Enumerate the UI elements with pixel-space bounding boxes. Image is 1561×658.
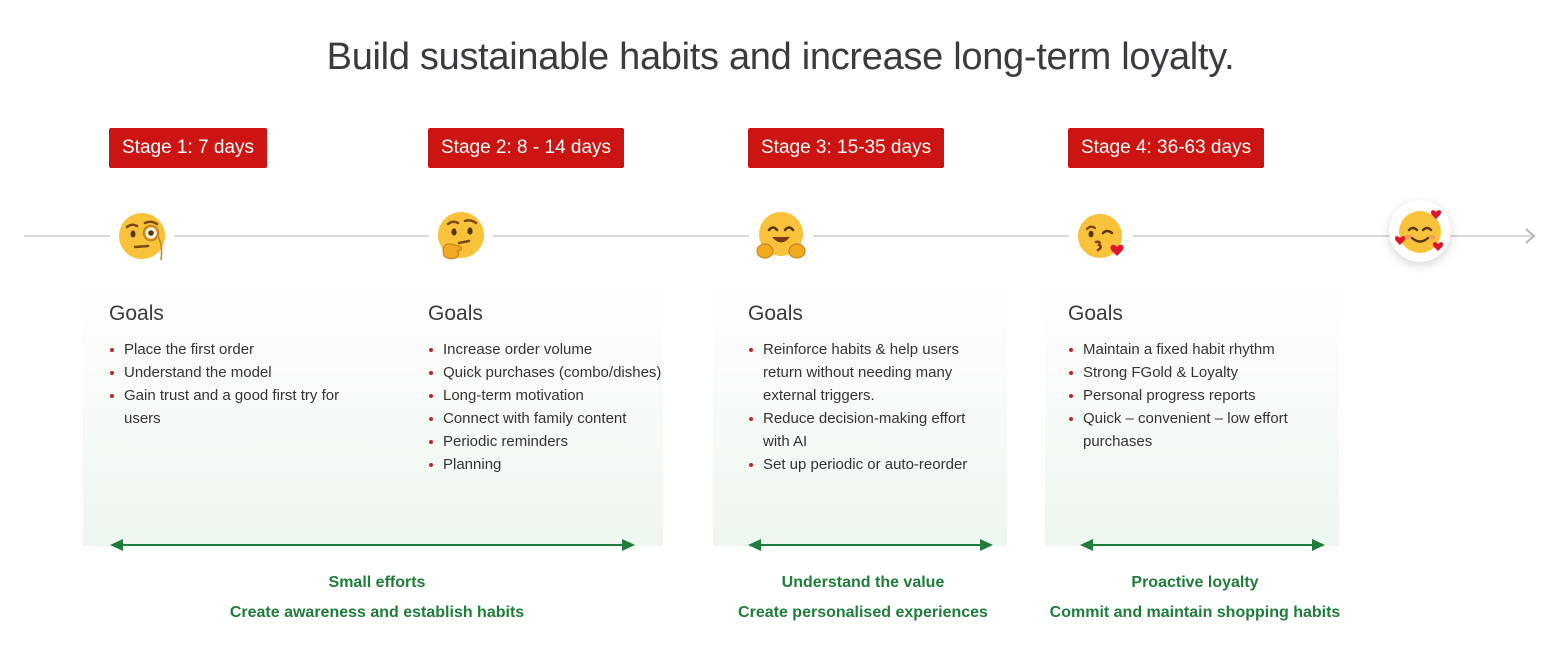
phase-1-range-arrow <box>110 537 635 553</box>
phase-3-subcaption: Commit and maintain shopping habits <box>1049 604 1341 621</box>
goal-item: Understand the model <box>109 361 349 384</box>
goal-item: Maintain a fixed habit rhythm <box>1068 338 1293 361</box>
stage-3-badge: Stage 3: 15-35 days <box>748 128 945 168</box>
phase-2-range-arrow <box>748 537 993 553</box>
smiling-face-with-hearts-icon <box>1389 200 1451 262</box>
goal-item: Planning <box>428 453 708 476</box>
goal-item: Gain trust and a good first try for user… <box>109 384 349 430</box>
stage-3-panel <box>713 276 1007 546</box>
goal-item: Quick – convenient – low effort purchase… <box>1068 407 1293 453</box>
phase-1-caption: Small efforts <box>328 574 426 591</box>
goal-item: Reinforce habits & help users return wit… <box>748 338 988 407</box>
goals-heading: Goals <box>109 302 164 325</box>
goal-item: Periodic reminders <box>428 430 708 453</box>
thinking-face-icon <box>429 206 493 266</box>
face-with-monocle-icon <box>110 206 174 266</box>
goals-heading: Goals <box>428 302 483 325</box>
goal-item: Personal progress reports <box>1068 384 1293 407</box>
goals-heading: Goals <box>748 302 803 325</box>
phase-3-range-arrow <box>1080 537 1325 553</box>
stage-2-badge: Stage 2: 8 - 14 days <box>428 128 625 168</box>
stage-3-goals: Goals Reinforce habits & help users retu… <box>748 302 993 476</box>
goal-item: Set up periodic or auto-reorder <box>748 453 988 476</box>
page-title: Build sustainable habits and increase lo… <box>326 36 1235 78</box>
goal-item: Connect with family content <box>428 407 708 430</box>
phase-2-subcaption: Create personalised experiences <box>738 604 988 621</box>
stage-1-2-panel <box>83 276 663 546</box>
phase-3-caption: Proactive loyalty <box>1131 574 1259 591</box>
phase-1-subcaption: Create awareness and establish habits <box>229 604 525 621</box>
hugging-face-icon <box>749 206 813 266</box>
stage-4-panel <box>1045 276 1339 546</box>
stage-4-goals: Goals Maintain a fixed habit rhythm Stro… <box>1068 302 1313 453</box>
goal-item: Reduce decision-making effort with AI <box>748 407 988 453</box>
goal-item: Long-term motivation <box>428 384 708 407</box>
phase-2-caption: Understand the value <box>781 574 945 591</box>
stage-1-badge: Stage 1: 7 days <box>109 128 268 168</box>
stage-2-goals: Goals Increase order volume Quick purcha… <box>428 302 708 476</box>
stage-4-badge: Stage 4: 36-63 days <box>1068 128 1265 168</box>
goal-item: Strong FGold & Loyalty <box>1068 361 1293 384</box>
goal-item: Quick purchases (combo/dishes) <box>428 361 708 384</box>
timeline-arrow-icon <box>1525 228 1536 244</box>
goals-heading: Goals <box>1068 302 1123 325</box>
goal-item: Place the first order <box>109 338 349 361</box>
goal-item: Increase order volume <box>428 338 708 361</box>
stage-1-goals: Goals Place the first order Understand t… <box>109 302 409 430</box>
face-blowing-kiss-icon <box>1069 206 1133 266</box>
